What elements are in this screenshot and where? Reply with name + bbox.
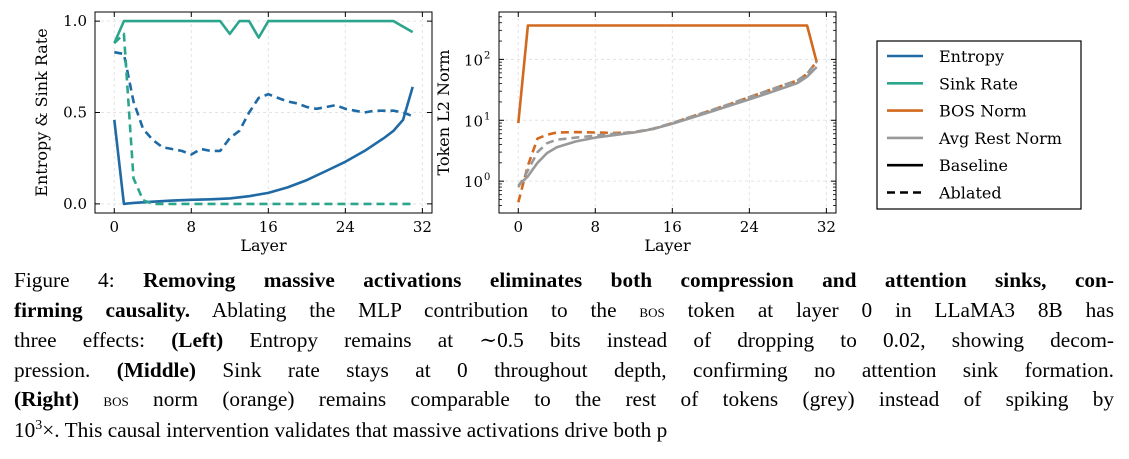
caption-text: norm (orange) remains comparable to the … bbox=[128, 387, 1114, 412]
caption-bold-title-1: Removing massive activations eliminates … bbox=[143, 268, 1114, 292]
bos-token-label: bos bbox=[103, 390, 129, 412]
x-tick-label: 24 bbox=[740, 218, 759, 236]
series-line-entropy-ablated bbox=[114, 50, 414, 156]
series-line-avg-rest-norm-baseline bbox=[517, 66, 818, 187]
x-tick-label: 32 bbox=[817, 218, 836, 236]
caption-line-4: pression. (Middle) Sink rate stays at 0 … bbox=[14, 356, 1114, 386]
y-tick-label: 0.5 bbox=[63, 104, 87, 122]
plot-frame bbox=[498, 11, 837, 214]
caption-text: Sink rate stays at 0 throughout depth, c… bbox=[196, 357, 1114, 382]
x-tick-label: 16 bbox=[663, 218, 682, 236]
caption-text: ×. This causal intervention validates th… bbox=[42, 417, 668, 442]
x-tick-label: 32 bbox=[413, 218, 432, 236]
y-tick-exponent: 0 bbox=[484, 172, 490, 183]
y-tick-label: 10 bbox=[464, 51, 483, 69]
caption-text: Ablating the MLP contribution to the bbox=[190, 297, 640, 322]
x-tick-label: 8 bbox=[591, 218, 601, 236]
y-axis-label: Entropy & Sink Rate bbox=[32, 28, 51, 196]
caption-text: 10 bbox=[14, 417, 36, 442]
x-tick-label: 16 bbox=[259, 218, 278, 236]
y-tick-label: 0.0 bbox=[63, 195, 87, 213]
figure: 0 8 16 24 32 0.0 0.5 1.0 Layer Entropy & Sink Rat… bbox=[32, 11, 1082, 255]
x-tick-label: 24 bbox=[336, 218, 355, 236]
caption-text: token at layer 0 in LLaMA3 8B has bbox=[664, 297, 1114, 322]
bos-token-label: bos bbox=[639, 300, 665, 322]
y-tick-label: 10 bbox=[464, 112, 483, 130]
series-line-bos-norm-baseline bbox=[517, 24, 818, 124]
caption-bold-title-2: firming causality. bbox=[14, 297, 191, 322]
caption-line-1: Figure 4: Removing massive activations e… bbox=[14, 266, 1114, 296]
legend-label-baseline: Baseline bbox=[939, 156, 1008, 175]
caption-text: three effects: bbox=[14, 328, 172, 353]
caption-line-6: 103×. This causal intervention validates… bbox=[14, 416, 1114, 446]
y-tick-exponent: 1 bbox=[484, 111, 490, 122]
left-label: (Left) bbox=[171, 328, 224, 353]
legend-frame bbox=[876, 40, 1082, 210]
y-tick-exponent: 2 bbox=[484, 50, 490, 61]
y-tick-label: 10 bbox=[464, 173, 483, 191]
left-panel-entropy-sink-rate: 0 8 16 24 32 0.0 0.5 1.0 Layer Entropy & Sink Rat… bbox=[32, 11, 433, 255]
legend: Entropy Sink Rate BOS Norm Avg Rest Norm Bas… bbox=[876, 40, 1082, 210]
x-tick-label: 8 bbox=[187, 218, 197, 236]
y-axis-label: Token L2 Norm bbox=[434, 50, 453, 176]
middle-label: (Middle) bbox=[116, 357, 196, 382]
legend-label-avg-rest-norm: Avg Rest Norm bbox=[938, 129, 1062, 148]
caption-line-3: three effects: (Left) Entropy remains at… bbox=[14, 326, 1114, 356]
caption-exponent: 3 bbox=[35, 417, 43, 433]
x-tick-label: 0 bbox=[109, 218, 119, 236]
series-line-bos-norm-ablated bbox=[517, 60, 818, 203]
y-tick-label: 1.0 bbox=[63, 12, 87, 30]
right-label: (Right) bbox=[14, 387, 80, 412]
legend-label-sink-rate: Sink Rate bbox=[939, 74, 1018, 93]
figure-caption: Figure 4: Removing massive activations e… bbox=[14, 266, 1114, 446]
x-axis-label: Layer bbox=[644, 236, 691, 255]
figure-label: Figure 4: bbox=[14, 268, 115, 292]
series-line-sink-rate-ablated bbox=[113, 32, 413, 206]
series-line-avg-rest-norm-ablated bbox=[517, 60, 818, 188]
x-axis-label: Layer bbox=[240, 236, 287, 255]
caption-line-5: (Right) bos norm (orange) remains compar… bbox=[14, 385, 1114, 416]
series-line-sink-rate-baseline bbox=[113, 19, 414, 44]
caption-text: pression. bbox=[14, 357, 117, 382]
legend-label-entropy: Entropy bbox=[939, 47, 1004, 66]
caption-text: Entropy remains at ∼0.5 bits instead of … bbox=[223, 328, 1115, 353]
legend-label-ablated: Ablated bbox=[938, 184, 1002, 203]
x-tick-label: 0 bbox=[513, 218, 523, 236]
caption-line-2: firming causality. Ablating the MLP cont… bbox=[14, 296, 1114, 327]
legend-label-bos-norm: BOS Norm bbox=[939, 102, 1027, 121]
series-line-entropy-baseline bbox=[113, 86, 414, 206]
